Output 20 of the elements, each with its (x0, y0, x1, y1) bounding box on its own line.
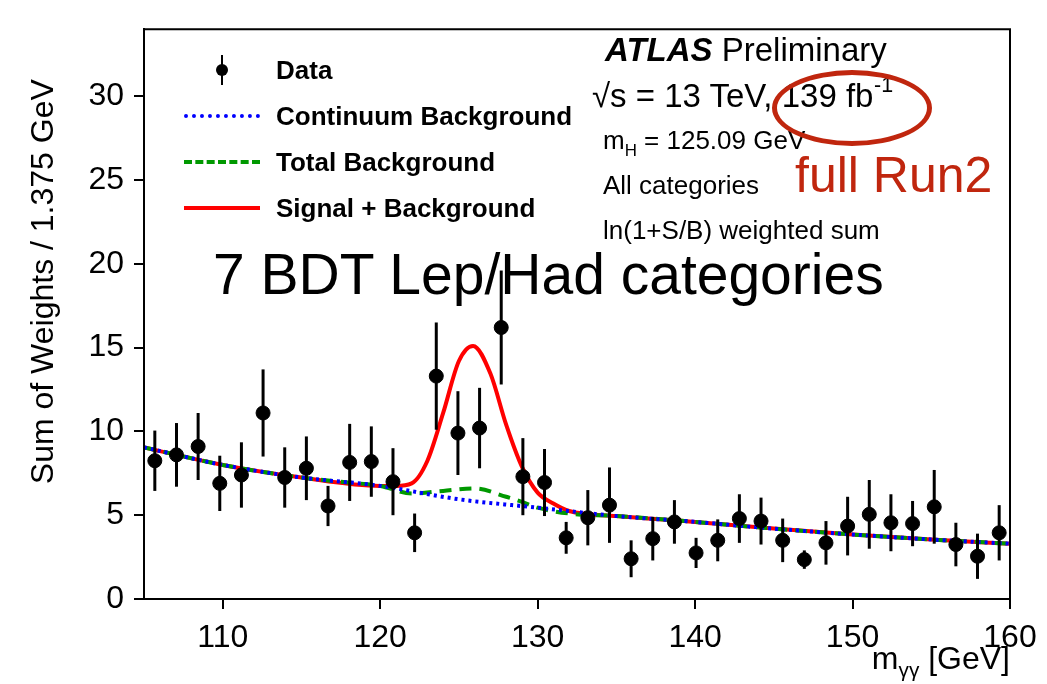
x-tick-label: 110 (197, 618, 249, 655)
legend-label: Data (276, 54, 333, 86)
annotation: All categories (603, 170, 760, 201)
annotation: ATLAS Preliminary (604, 31, 888, 69)
y-axis-title: Sum of Weights / 1.375 GeV (23, 78, 60, 485)
y-tick-label: 30 (88, 76, 124, 113)
annotation: ln(1+S/B) weighted sum (603, 215, 880, 246)
y-tick-label: 20 (88, 243, 124, 280)
x-tick-label: 140 (668, 618, 722, 655)
x-tick-label: 120 (353, 618, 407, 655)
legend-label: Total Background (276, 146, 496, 178)
y-tick-label: 25 (88, 159, 124, 196)
x-tick-label: 130 (510, 618, 565, 655)
y-tick-label: 0 (106, 578, 124, 615)
y-tick-label: 15 (88, 327, 124, 364)
legend-label: Continuum Background (276, 100, 573, 132)
line-series (144, 445, 1010, 546)
y-tick-label: 10 (88, 411, 124, 448)
legend-label: Signal + Background (276, 192, 536, 224)
y-tick-label: 5 (106, 495, 124, 532)
